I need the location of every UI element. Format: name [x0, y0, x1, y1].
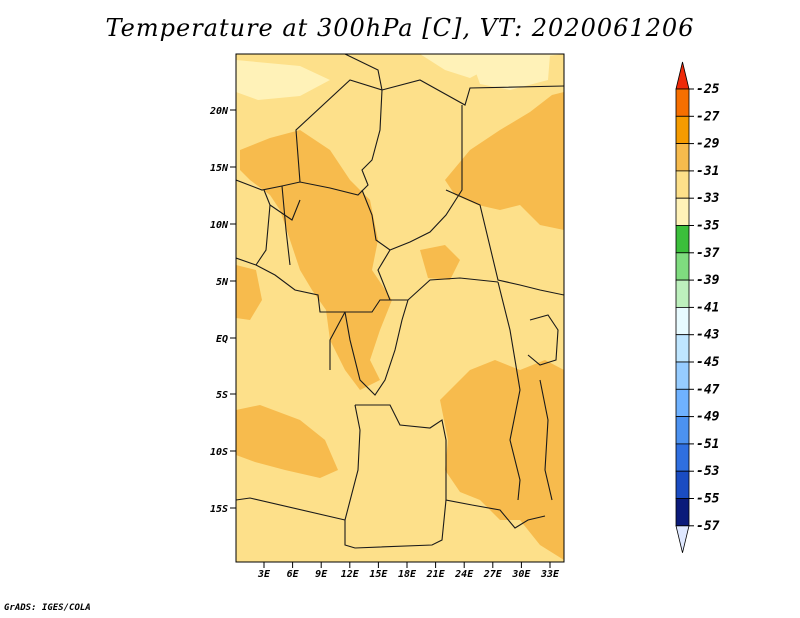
lon-label: 18E — [398, 569, 417, 580]
map-frame — [235, 53, 565, 563]
colorbar-label: -31 — [696, 164, 719, 179]
colorbar-bottom-triangle — [675, 525, 690, 553]
colorbar-label: -47 — [696, 382, 720, 397]
colorbar-swatch — [675, 388, 690, 417]
lon-label: 21E — [426, 569, 446, 580]
colorbar-swatch — [675, 334, 690, 363]
field-cool-patch — [236, 60, 330, 100]
colorbar-label: -37 — [696, 246, 720, 261]
colorbar-swatch — [675, 225, 690, 254]
colorbar-label: -57 — [696, 519, 720, 534]
latitude-axis: 20N 15N 10N 5N EQ 5S 10S 15S — [209, 106, 236, 515]
colorbar-label: -53 — [696, 464, 720, 479]
lat-label: 5S — [216, 390, 228, 401]
field-warm-patch — [445, 92, 564, 230]
colorbar-label: -43 — [696, 328, 720, 343]
lon-label: 6E — [287, 569, 300, 580]
colorbar-label: -45 — [696, 355, 720, 370]
colorbar-swatch — [675, 361, 690, 390]
colorbar-swatch — [675, 306, 690, 336]
colorbar-label: -55 — [696, 492, 720, 507]
colorbar-swatch — [675, 197, 690, 226]
field-cool-patch — [470, 55, 550, 90]
colorbar-swatch — [675, 279, 690, 308]
colorbar-swatch — [675, 252, 690, 281]
colorbar-swatch — [675, 88, 690, 117]
lon-label: 12E — [341, 569, 360, 580]
colorbar: -25 -27 -29 -31 -33 -35 -37 -39 -41 -43 -45 -47 -49 -… — [675, 61, 720, 553]
lon-label: 27E — [483, 569, 503, 580]
colorbar-swatch — [675, 143, 690, 172]
field-warm-patch — [440, 360, 564, 560]
lon-label: 30E — [511, 569, 531, 580]
colorbar-label: -29 — [696, 137, 720, 152]
colorbar-top-triangle — [675, 61, 690, 90]
lat-label: 5N — [216, 277, 229, 288]
colorbar-label: -39 — [696, 273, 720, 288]
field-warm-patch — [240, 130, 392, 390]
lat-label: EQ — [216, 334, 228, 345]
colorbar-swatch — [675, 470, 690, 499]
country-borders — [236, 54, 564, 549]
colorbar-label: -25 — [696, 82, 720, 97]
colorbar-label: -27 — [696, 109, 720, 124]
lat-label: 10N — [210, 220, 229, 231]
lat-label: 10S — [210, 447, 228, 458]
temperature-field — [236, 54, 564, 562]
field-warm-patch — [236, 265, 262, 320]
colorbar-swatch — [675, 443, 690, 472]
lat-label: 15N — [210, 163, 229, 174]
grads-credit: GrADS: IGES/COLA — [4, 603, 91, 613]
lon-label: 3E — [257, 569, 271, 580]
colorbar-swatch — [675, 170, 690, 199]
lat-label: 15S — [210, 504, 228, 515]
chart-title: Temperature at 300hPa [C], VT: 202006120… — [105, 14, 695, 42]
colorbar-swatch — [675, 416, 690, 445]
colorbar-label: -49 — [696, 410, 720, 425]
colorbar-label: -51 — [696, 437, 719, 452]
lon-label: 15E — [369, 569, 388, 580]
field-warm-patch — [420, 245, 460, 280]
colorbar-label: -41 — [696, 300, 719, 315]
longitude-axis: 3E 6E 9E 12E 15E 18E 21E 24E 27E 30E 33E — [257, 562, 560, 580]
lon-label: 9E — [315, 569, 328, 580]
colorbar-label: -35 — [696, 219, 720, 234]
lat-label: 20N — [209, 106, 229, 117]
lon-label: 24E — [454, 569, 474, 580]
field-warm-patch — [236, 405, 338, 478]
colorbar-swatch — [675, 498, 690, 527]
colorbar-label: -33 — [696, 191, 720, 206]
colorbar-swatch — [675, 115, 690, 145]
lon-label: 33E — [540, 569, 560, 580]
